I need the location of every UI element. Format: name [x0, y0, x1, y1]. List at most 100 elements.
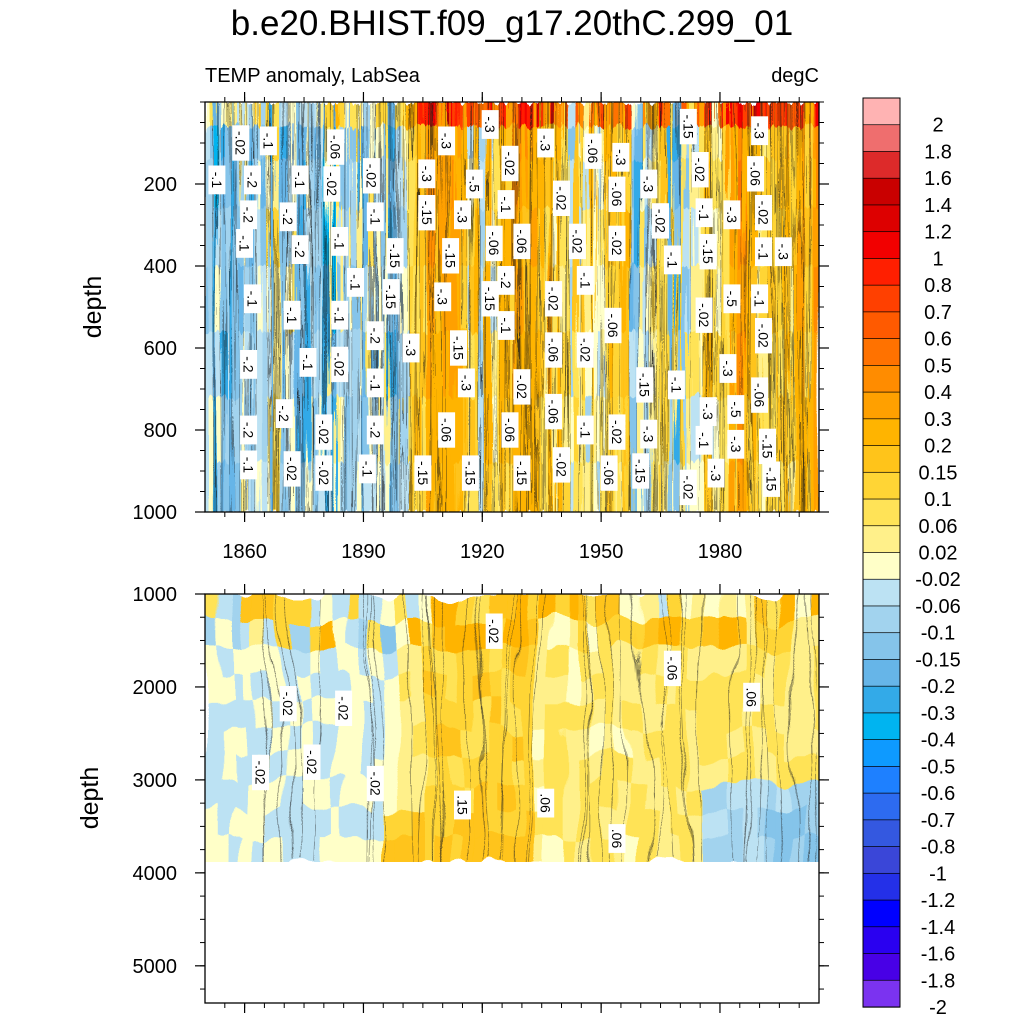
- contour-label-box: [774, 237, 792, 267]
- contour-label-text: -.3: [641, 426, 657, 443]
- top-contour-label: -.02: [568, 223, 586, 260]
- top-contour-label: -.2: [279, 202, 297, 232]
- contour-label-box: [323, 166, 341, 202]
- contour-label-text: -.2: [498, 272, 514, 289]
- contour-label-text: -.2: [245, 172, 261, 189]
- top-contour-label: -.3: [751, 116, 769, 146]
- top-contour-label: -.3: [774, 237, 792, 267]
- contour-label-text: -.06: [328, 135, 344, 159]
- contour-label-box: [327, 129, 345, 165]
- contour-label-box: [252, 754, 269, 791]
- bottom-plot-frame: [204, 593, 820, 1004]
- contour-label-text: -.15: [514, 461, 530, 485]
- colorbar-level-label: -0.7: [921, 810, 955, 832]
- top-contour-label: -.06: [747, 156, 765, 192]
- top-contour-label: -.1: [663, 245, 681, 275]
- colorbar-swatch: [862, 659, 901, 687]
- contour-label-text: -.2: [241, 422, 257, 439]
- contour-label-text: -.06: [546, 400, 562, 424]
- contour-label-text: -.5: [466, 176, 482, 193]
- top-contour-label: -.02: [232, 125, 250, 161]
- colorbar-level-label: 0.15: [919, 462, 958, 484]
- contour-label-box: [751, 116, 769, 146]
- contour-label-text: -.3: [538, 135, 554, 152]
- top-contour-label: -.1: [667, 370, 685, 400]
- contour-label-text: -.15: [415, 461, 431, 485]
- colorbar-level-label: -0.4: [921, 730, 955, 752]
- top-contour-label: -.02: [695, 297, 713, 333]
- top-contour-label: -.02: [331, 346, 349, 383]
- colorbar-swatch: [862, 204, 901, 233]
- left-subtitle: TEMP anomaly, LabSea: [205, 65, 421, 87]
- y-tick-label: 4000: [133, 863, 178, 885]
- top-contour-label: -.5: [465, 169, 483, 199]
- contour-label-box: [723, 284, 741, 314]
- contour-label-text: -.3: [455, 207, 471, 224]
- y-tick-label: 2000: [133, 677, 178, 699]
- bottom-contour-labels: -.02 -.06 .06 -.02 -.02 -.02 -.02 -.02 .15 .06 .06: [252, 613, 761, 853]
- contour-label-text: .06: [609, 829, 625, 849]
- bottom-contour-label: -.02: [485, 613, 503, 649]
- top-contour-label: -.2: [240, 415, 258, 445]
- colorbar-swatch: [862, 525, 901, 554]
- contour-label-text: -.06: [585, 139, 601, 163]
- contour-label-box: [727, 429, 745, 459]
- contour-label-text: -.15: [451, 336, 467, 360]
- top-contour-label: -.1: [576, 265, 594, 295]
- contour-label-box: [331, 226, 349, 256]
- top-contour-label: -.2: [240, 349, 258, 379]
- top-contour-label: -.06: [545, 393, 563, 430]
- colorbar-level-label: -0.8: [921, 837, 955, 859]
- contour-label-text: -.15: [680, 115, 696, 139]
- contour-label-text: -.02: [253, 760, 269, 784]
- contour-label-text: -.15: [764, 467, 780, 491]
- contour-label-text: -.1: [498, 317, 514, 334]
- y-tick-label: 5000: [133, 956, 178, 978]
- contour-label-box: [663, 245, 681, 275]
- top-contour-label: -.06: [513, 223, 531, 260]
- contour-label-box: [259, 126, 277, 156]
- colorbar-level-label: -0.5: [921, 756, 955, 778]
- top-contour-label: -.15: [763, 461, 780, 497]
- top-contour-label: -.1: [366, 368, 384, 398]
- colorbar-level-label: -1: [929, 863, 947, 885]
- contour-label-box: [568, 223, 586, 260]
- contour-label-box: [545, 281, 563, 317]
- colorbar-level-label: -1.8: [921, 970, 955, 992]
- top-contour-label: -.15: [513, 455, 531, 491]
- colorbar-level-label: -0.1: [921, 623, 955, 645]
- contour-label-text: -.5: [724, 291, 740, 308]
- contour-label-text: -.02: [609, 231, 625, 255]
- contour-label-text: -.02: [486, 619, 502, 643]
- contour-label-box: [755, 237, 772, 267]
- top-contour-label: -.3: [640, 169, 658, 199]
- contour-label-box: [667, 370, 685, 400]
- top-axes: 200 400 600 800 1000 1860 1890 1920 1950 1980: [133, 92, 829, 563]
- y-tick-label: 600: [144, 338, 177, 360]
- contour-label-box: [553, 447, 570, 483]
- top-contour-label: -.1: [755, 237, 772, 267]
- top-contour-label: -.06: [584, 133, 602, 169]
- contour-label-text: -.15: [482, 287, 498, 311]
- contour-label-box: [240, 450, 258, 480]
- contour-label-text: -.3: [458, 375, 474, 392]
- bottom-contour-label: -.02: [335, 690, 353, 726]
- contour-label-box: [584, 133, 602, 169]
- colorbar-swatch: [862, 685, 901, 714]
- contour-label-box: [576, 265, 594, 295]
- colorbar-level-label: 0.8: [924, 275, 952, 297]
- contour-label-box: [366, 368, 384, 398]
- contour-label-box: [279, 686, 297, 722]
- contour-label-box: [747, 156, 765, 192]
- colorbar-level-label: -1.4: [921, 917, 955, 939]
- top-contour-label: -.2: [366, 321, 384, 351]
- y-tick-label: 3000: [133, 770, 178, 792]
- contour-label-box: [442, 238, 460, 274]
- colorbar-level-label: 0.6: [924, 329, 952, 351]
- top-contour-label: -.02: [608, 225, 626, 262]
- top-contour-label: -.02: [501, 145, 519, 182]
- x-tick-label: 1980: [698, 541, 743, 563]
- colorbar-level-label: 0.2: [924, 436, 952, 458]
- contour-label-text: -.3: [724, 207, 740, 224]
- contour-label-box: [382, 279, 400, 315]
